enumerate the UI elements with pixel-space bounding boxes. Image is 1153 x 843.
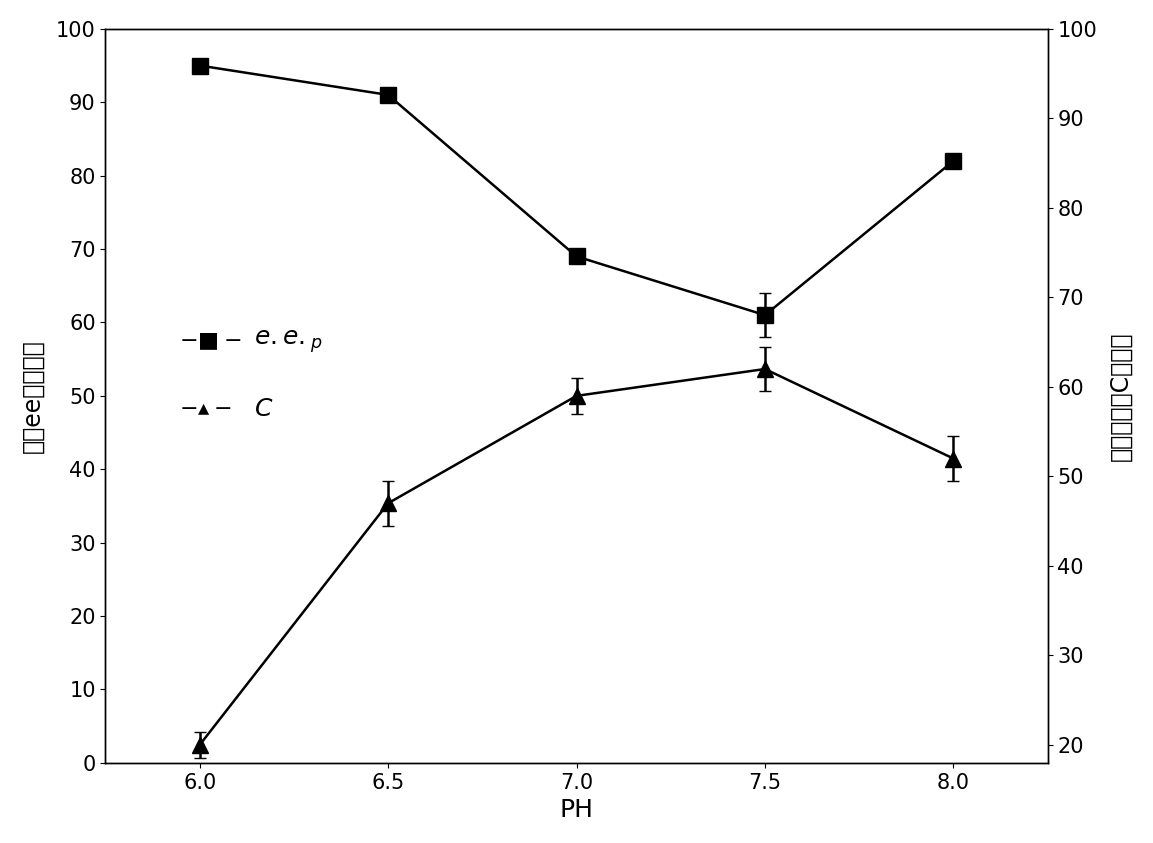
Text: $-\mathbf{\blacktriangle}-$: $-\mathbf{\blacktriangle}-$ (179, 399, 231, 419)
Text: $e.e._p$: $e.e._p$ (254, 328, 323, 355)
Text: $-\mathbf{\blacksquare}-$: $-\mathbf{\blacksquare}-$ (179, 331, 241, 352)
Text: $C$: $C$ (254, 397, 273, 421)
Y-axis label: 底物转化率C（％）: 底物转化率C（％） (1108, 331, 1132, 460)
Y-axis label: 产物ee値（％）: 产物ee値（％） (21, 339, 45, 453)
X-axis label: PH: PH (559, 798, 594, 822)
